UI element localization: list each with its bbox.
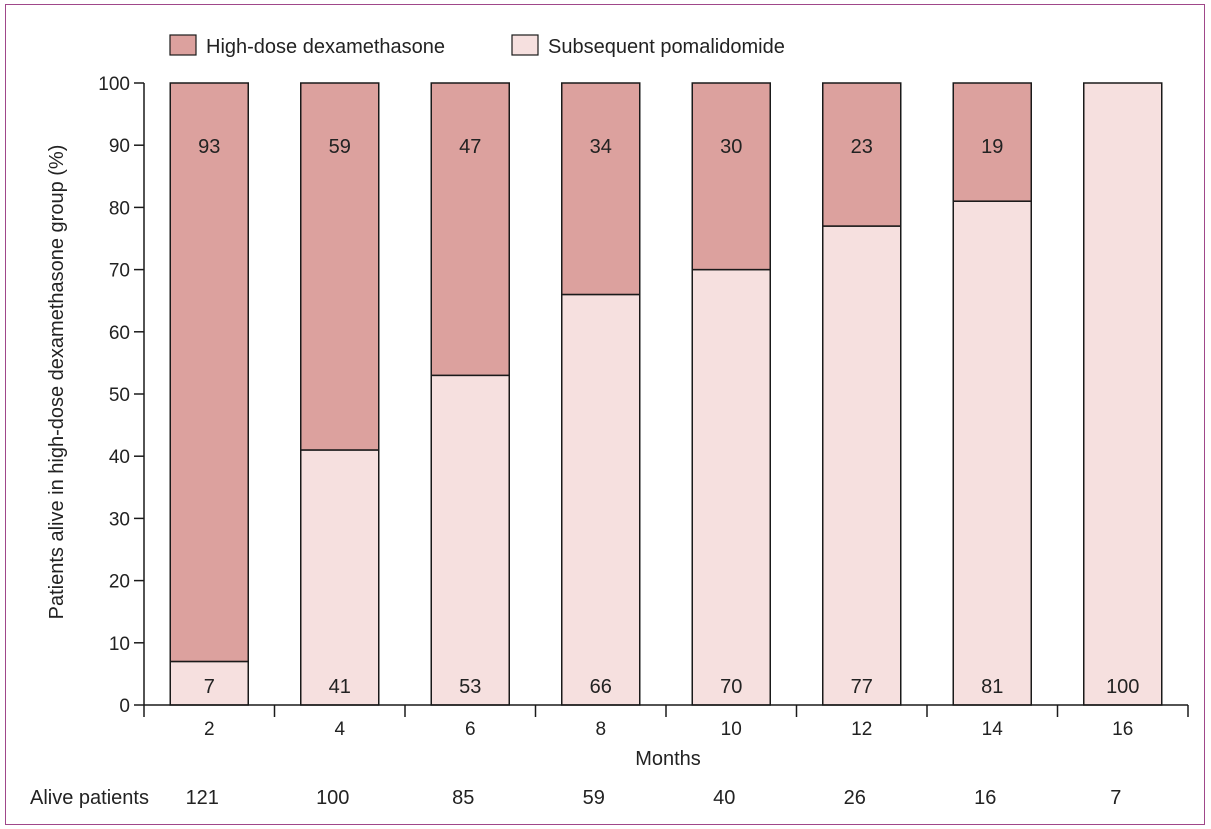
label-dexamethasone-6: 47 <box>459 136 481 158</box>
y-tick-label: 0 <box>119 696 130 717</box>
x-tick-label: 6 <box>465 719 476 740</box>
bar-dexamethasone-4 <box>300 82 380 451</box>
bar-pomalidomide-10 <box>691 268 771 706</box>
label-pomalidomide-6: 53 <box>459 676 481 698</box>
alive-count-14: 16 <box>974 787 996 809</box>
bar-pomalidomide-14 <box>952 200 1032 706</box>
bar-dexamethasone-14 <box>952 82 1032 202</box>
label-pomalidomide-8: 66 <box>590 676 612 698</box>
bar-pomalidomide-16 <box>1083 82 1163 706</box>
stacked-bar-chart: High-dose dexamethasone Subsequent pomali… <box>30 34 1189 809</box>
x-tick-label: 14 <box>982 719 1004 740</box>
alive-patients-label: Alive patients <box>30 787 149 809</box>
y-tick-label: 30 <box>109 509 130 530</box>
legend-label-0: High-dose dexamethasone <box>206 36 445 58</box>
legend: High-dose dexamethasone Subsequent pomali… <box>169 34 785 58</box>
label-dexamethasone-12: 23 <box>851 136 873 158</box>
y-tick-label: 90 <box>109 136 130 157</box>
bars <box>169 82 1163 706</box>
label-dexamethasone-10: 30 <box>720 136 742 158</box>
label-pomalidomide-12: 77 <box>851 676 873 698</box>
label-dexamethasone-2: 93 <box>198 136 220 158</box>
y-tick-label: 100 <box>98 74 130 95</box>
alive-count-10: 40 <box>713 787 735 809</box>
y-tick-label: 20 <box>109 572 130 593</box>
alive-count-8: 59 <box>583 787 605 809</box>
bar-pomalidomide-12 <box>822 225 902 706</box>
alive-count-2: 121 <box>186 787 219 809</box>
label-dexamethasone-8: 34 <box>590 136 612 158</box>
bar-value-labels: 7 93 41 59 53 47 66 34 70 30 77 23 81 19 100 <box>198 136 1139 698</box>
bar-pomalidomide-2 <box>169 660 249 706</box>
x-tick-label: 10 <box>721 719 742 740</box>
y-tick-label: 80 <box>109 198 130 219</box>
axes: 0 10 20 30 40 50 60 70 80 90 100 2 4 6 8 10 12 14 16 <box>98 74 1189 740</box>
chart-frame: High-dose dexamethasone Subsequent pomali… <box>5 4 1205 825</box>
label-pomalidomide-10: 70 <box>720 676 742 698</box>
alive-count-16: 7 <box>1110 787 1121 809</box>
bar-dexamethasone-6 <box>430 82 510 377</box>
label-pomalidomide-2: 7 <box>204 676 215 698</box>
label-pomalidomide-14: 81 <box>981 676 1003 698</box>
x-axis-title: Months <box>635 748 701 770</box>
label-dexamethasone-14: 19 <box>981 136 1003 158</box>
legend-swatch-0 <box>169 34 197 56</box>
x-tick-label: 12 <box>851 719 872 740</box>
y-tick-label: 40 <box>109 447 130 468</box>
legend-swatch-1 <box>511 34 539 56</box>
alive-patients-row: 121 100 85 59 40 26 16 7 <box>186 787 1122 809</box>
y-tick-label: 60 <box>109 323 130 344</box>
label-dexamethasone-4: 59 <box>329 136 351 158</box>
y-tick-label: 50 <box>109 385 130 406</box>
x-tick-label: 16 <box>1112 719 1133 740</box>
bar-pomalidomide-4 <box>300 449 380 706</box>
bar-dexamethasone-12 <box>822 82 902 227</box>
bar-dexamethasone-10 <box>691 82 771 271</box>
x-tick-label: 4 <box>334 719 345 740</box>
bar-dexamethasone-2 <box>169 82 249 663</box>
bar-pomalidomide-8 <box>561 293 641 706</box>
y-tick-label: 10 <box>109 634 130 655</box>
alive-count-6: 85 <box>452 787 474 809</box>
alive-count-4: 100 <box>316 787 349 809</box>
legend-label-1: Subsequent pomalidomide <box>548 36 785 58</box>
label-pomalidomide-16: 100 <box>1106 676 1139 698</box>
bar-pomalidomide-6 <box>430 374 510 706</box>
x-tick-label: 2 <box>204 719 215 740</box>
y-axis-title: Patients alive in high-dose dexamethason… <box>46 145 68 620</box>
y-tick-label: 70 <box>109 261 130 282</box>
bar-dexamethasone-8 <box>561 82 641 296</box>
label-pomalidomide-4: 41 <box>329 676 351 698</box>
alive-count-12: 26 <box>844 787 866 809</box>
x-tick-label: 8 <box>595 719 606 740</box>
